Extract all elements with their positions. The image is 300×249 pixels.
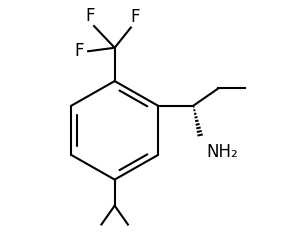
Text: F: F <box>74 42 84 60</box>
Text: F: F <box>130 8 140 26</box>
Text: F: F <box>85 6 94 25</box>
Text: NH₂: NH₂ <box>207 143 238 161</box>
